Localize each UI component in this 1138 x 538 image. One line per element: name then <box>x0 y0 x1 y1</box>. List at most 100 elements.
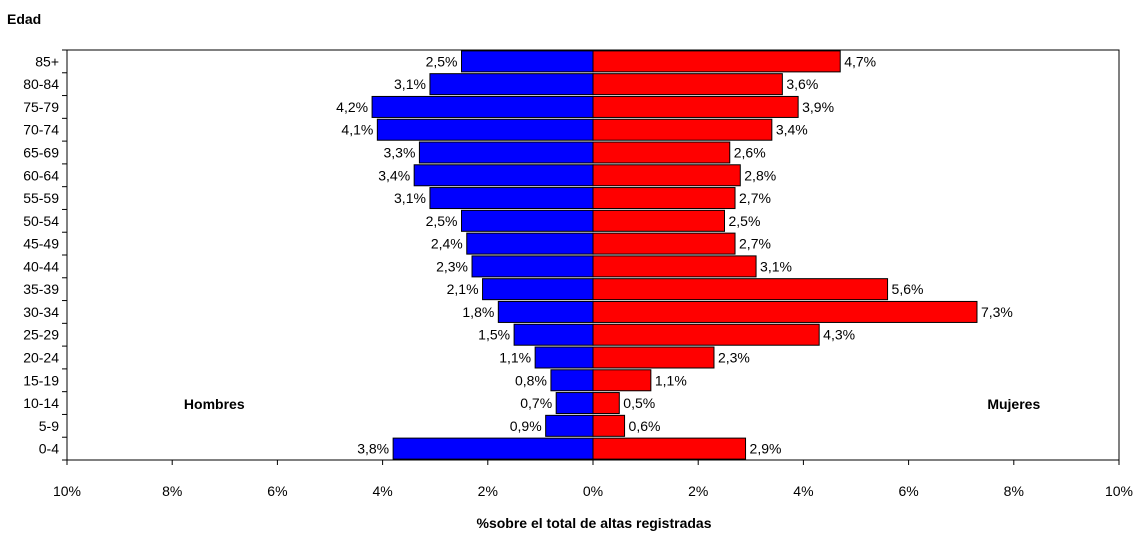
bar-mujeres <box>592 346 715 369</box>
y-tick-label: 35-39 <box>23 281 59 297</box>
y-tick-label: 60-64 <box>23 167 59 183</box>
y-tick-label: 65-69 <box>23 145 59 161</box>
data-label-hombres: 3,8% <box>357 441 389 457</box>
x-tick-label: 2% <box>478 483 498 499</box>
bar-mujeres <box>592 50 841 73</box>
data-label-hombres: 0,9% <box>510 418 542 434</box>
data-label-mujeres: 2,9% <box>750 441 782 457</box>
data-label-mujeres: 1,1% <box>655 372 687 388</box>
data-label-mujeres: 2,3% <box>718 350 750 366</box>
data-label-hombres: 4,1% <box>341 122 373 138</box>
bar-hombres <box>555 392 594 415</box>
data-label-hombres: 0,7% <box>520 395 552 411</box>
bar-mujeres <box>592 73 783 96</box>
data-label-hombres: 3,4% <box>378 167 410 183</box>
data-label-hombres: 4,2% <box>336 99 368 115</box>
y-tick-label: 55-59 <box>23 190 59 206</box>
data-label-mujeres: 3,4% <box>776 122 808 138</box>
x-tick-label: 10% <box>53 483 81 499</box>
x-tick-label: 6% <box>898 483 918 499</box>
y-tick-label: 30-34 <box>23 304 59 320</box>
bar-hombres <box>429 73 594 96</box>
data-label-hombres: 2,5% <box>426 213 458 229</box>
bar-mujeres <box>592 255 757 278</box>
data-label-hombres: 1,8% <box>462 304 494 320</box>
x-axis-title: %sobre el total de altas registradas <box>477 515 712 531</box>
bar-hombres <box>376 118 594 141</box>
data-label-mujeres: 2,8% <box>744 167 776 183</box>
x-tick-label: 10% <box>1105 483 1133 499</box>
x-tick-label: 4% <box>793 483 813 499</box>
data-label-hombres: 0,8% <box>515 372 547 388</box>
data-label-hombres: 2,1% <box>447 281 479 297</box>
x-tick-label: 0% <box>583 483 603 499</box>
y-tick-label: 10-14 <box>23 395 59 411</box>
y-tick-label: 80-84 <box>23 76 59 92</box>
data-label-mujeres: 4,3% <box>823 327 855 343</box>
data-label-mujeres: 0,5% <box>623 395 655 411</box>
bar-mujeres <box>592 300 978 323</box>
data-label-mujeres: 3,9% <box>802 99 834 115</box>
bar-hombres <box>429 187 594 210</box>
data-label-hombres: 1,1% <box>499 350 531 366</box>
bar-mujeres <box>592 323 820 346</box>
y-tick-label: 0-4 <box>39 441 59 457</box>
bar-hombres <box>461 50 594 73</box>
bar-hombres <box>413 164 594 187</box>
series-label-mujeres: Mujeres <box>987 396 1040 412</box>
bar-hombres <box>466 232 594 255</box>
bar-mujeres <box>592 141 731 164</box>
data-label-hombres: 1,5% <box>478 327 510 343</box>
bar-hombres <box>418 141 594 164</box>
data-label-mujeres: 2,7% <box>739 190 771 206</box>
x-tick-label: 6% <box>267 483 287 499</box>
bar-mujeres <box>592 118 773 141</box>
bar-mujeres <box>592 95 799 118</box>
series-label-hombres: Hombres <box>184 396 245 412</box>
bar-hombres <box>482 278 594 301</box>
y-axis-title: Edad <box>7 11 41 27</box>
data-label-mujeres: 7,3% <box>981 304 1013 320</box>
data-label-mujeres: 3,6% <box>786 76 818 92</box>
bar-hombres <box>371 95 594 118</box>
plot-area: 10% 8% 6% 4% 2% 0% 2% 4% 6% 8% 10% 85+ 2,5% 4,7% 80-84… <box>23 49 1133 499</box>
x-tick-label: 2% <box>688 483 708 499</box>
bar-mujeres <box>592 209 725 232</box>
bar-mujeres <box>592 164 741 187</box>
bar-hombres <box>392 437 594 460</box>
bar-mujeres <box>592 437 747 460</box>
y-tick-label: 25-29 <box>23 327 59 343</box>
data-label-hombres: 3,3% <box>383 145 415 161</box>
x-tick-label: 4% <box>372 483 392 499</box>
data-label-mujeres: 0,6% <box>629 418 661 434</box>
data-label-mujeres: 2,5% <box>729 213 761 229</box>
bar-mujeres <box>592 232 736 255</box>
bar-hombres <box>461 209 594 232</box>
y-tick-label: 45-49 <box>23 236 59 252</box>
bar-mujeres <box>592 187 736 210</box>
y-tick-label: 40-44 <box>23 258 59 274</box>
y-tick-label: 50-54 <box>23 213 59 229</box>
bar-hombres <box>497 300 594 323</box>
y-tick-label: 85+ <box>35 53 59 69</box>
data-label-hombres: 2,5% <box>426 53 458 69</box>
x-tick-label: 8% <box>162 483 182 499</box>
x-tick-label: 8% <box>1004 483 1024 499</box>
bar-mujeres <box>592 392 620 415</box>
bar-hombres <box>471 255 594 278</box>
data-label-hombres: 2,3% <box>436 258 468 274</box>
bar-hombres <box>534 346 594 369</box>
bar-mujeres <box>592 369 652 392</box>
data-label-mujeres: 2,6% <box>734 145 766 161</box>
bar-mujeres <box>592 278 889 301</box>
y-tick-label: 5-9 <box>39 418 59 434</box>
y-tick-label: 15-19 <box>23 372 59 388</box>
bar-hombres <box>513 323 594 346</box>
data-label-mujeres: 3,1% <box>760 258 792 274</box>
data-label-mujeres: 5,6% <box>892 281 924 297</box>
data-label-hombres: 3,1% <box>394 190 426 206</box>
y-tick-label: 75-79 <box>23 99 59 115</box>
bar-hombres <box>545 414 594 437</box>
y-tick-label: 70-74 <box>23 122 59 138</box>
